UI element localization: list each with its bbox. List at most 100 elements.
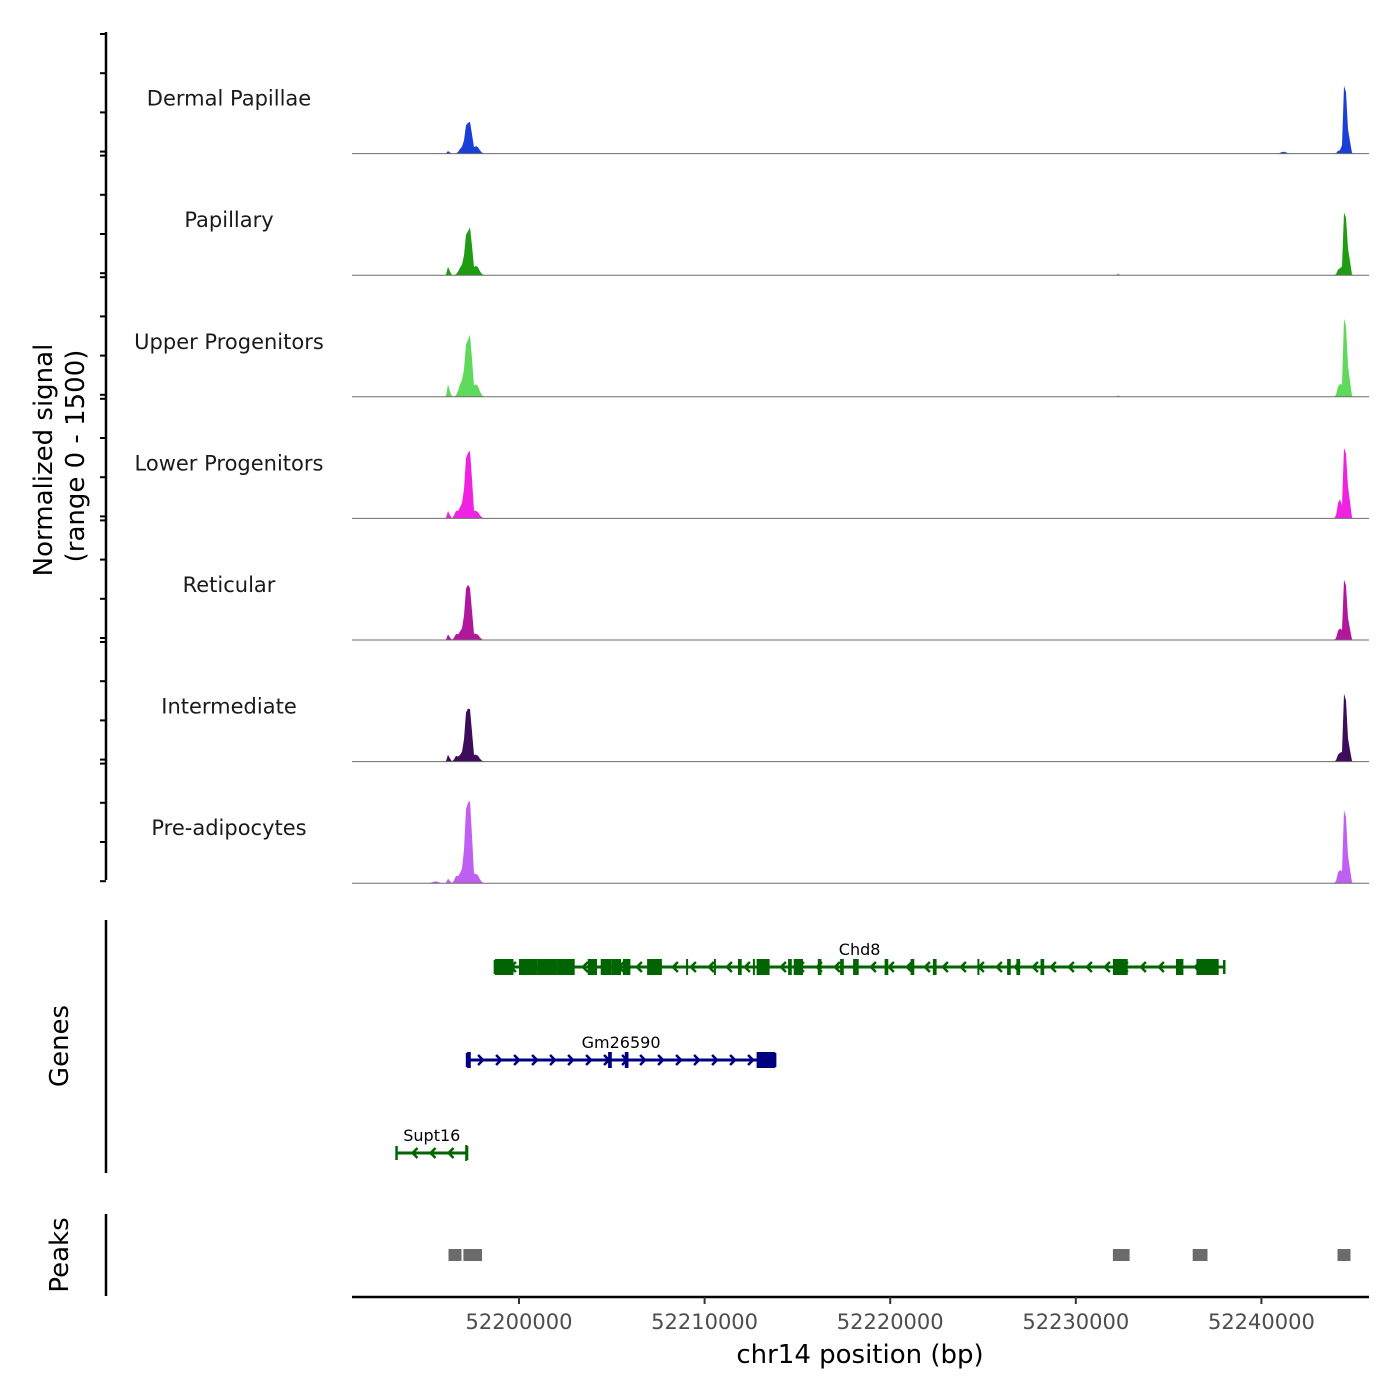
coverage-track: Lower Progenitors (135, 447, 1369, 519)
gene-model: Gm26590 (465, 1033, 777, 1068)
strand-arrow (707, 961, 715, 973)
gene-exon (686, 959, 689, 975)
strand-arrow (635, 961, 643, 973)
strand-arrow (1139, 961, 1147, 973)
coverage-signal-area (352, 447, 1369, 519)
strand-arrow (1067, 961, 1075, 973)
strand-arrow (725, 961, 733, 973)
gene-exon (793, 959, 803, 975)
track-label: Lower Progenitors (135, 451, 324, 475)
coverage-y-axis: Normalized signal (range 0 - 1500) (29, 32, 108, 883)
x-tick-label: 52210000 (651, 1310, 758, 1334)
gene-exon (1112, 959, 1124, 975)
peaks-ylabel: Peaks (45, 1217, 75, 1292)
coverage-signal-area (352, 212, 1369, 276)
strand-arrow (923, 961, 931, 973)
gene-exon (817, 959, 822, 975)
gene-exon (932, 959, 937, 975)
gene-exon (756, 959, 770, 975)
gene-exon (611, 959, 622, 975)
strand-arrow (1085, 961, 1093, 973)
peak-region (1337, 1249, 1351, 1261)
gene-exon (756, 1052, 776, 1068)
gene-exon (465, 1145, 468, 1161)
coverage-track: Dermal Papillae (147, 85, 1369, 155)
gene-model: Supt16 (395, 1126, 469, 1161)
strand-arrow (410, 1147, 419, 1159)
strand-arrow (747, 1054, 755, 1066)
track-label: Intermediate (161, 695, 297, 719)
peak-region (1112, 1249, 1130, 1261)
gene-exon (623, 959, 631, 975)
strand-arrow (689, 961, 697, 973)
coverage-track: Upper Progenitors (134, 318, 1369, 398)
strand-arrow (581, 961, 589, 973)
strand-arrow (905, 961, 913, 973)
gene-exon (977, 959, 980, 975)
strand-arrow (549, 1054, 557, 1066)
track-label: Reticular (183, 573, 276, 597)
gene-exon (608, 1052, 612, 1068)
genes-group: Chd8 Gm26590 Supt16 (395, 940, 1226, 1161)
strand-arrow (495, 1054, 503, 1066)
gene-exon (910, 959, 915, 975)
strand-arrow (531, 1054, 539, 1066)
gene-exon (624, 1052, 629, 1068)
peak-region (1192, 1249, 1208, 1261)
gene-exon (467, 1052, 471, 1068)
x-tick-label: 52200000 (466, 1310, 573, 1334)
genes-ylabel: Genes (45, 1005, 75, 1087)
strand-arrow (711, 1054, 719, 1066)
gene-exon (738, 959, 742, 975)
track-label: Papillary (184, 208, 273, 232)
track-label: Pre-adipocytes (151, 816, 306, 840)
peak-region (448, 1249, 462, 1261)
x-tick-label: 52240000 (1208, 1310, 1315, 1334)
strand-arrow (743, 961, 751, 973)
coverage-track: Reticular (183, 573, 1369, 641)
gene-exon (519, 959, 538, 975)
strand-arrow (887, 961, 895, 973)
gene-exon (1196, 959, 1219, 975)
strand-arrow (779, 961, 787, 973)
genes-panel: Genes Chd8 Gm26590 Supt16 (45, 920, 1226, 1173)
x-tick-label: 52230000 (1022, 1310, 1129, 1334)
gene-exon (1124, 959, 1128, 975)
gene-exon (840, 959, 844, 975)
strand-arrow (693, 1054, 701, 1066)
peaks-group (448, 1249, 1351, 1261)
coverage-signal-area (352, 693, 1369, 762)
gene-exon (1040, 959, 1045, 975)
coverage-signal-area (352, 318, 1369, 397)
gene-exon (600, 959, 612, 975)
strand-arrow (941, 961, 949, 973)
gene-name-label: Gm26590 (582, 1033, 661, 1052)
gene-exon (587, 959, 597, 975)
strand-arrow (477, 1054, 485, 1066)
gene-exon (494, 959, 514, 975)
track-label: Dermal Papillae (147, 87, 311, 111)
gene-name-label: Chd8 (839, 940, 881, 959)
strand-arrow (1103, 961, 1111, 973)
strand-arrow (567, 1054, 575, 1066)
strand-arrow (833, 961, 841, 973)
gene-exon (647, 959, 662, 975)
coverage-ylabel-line1: Normalized signal (29, 344, 59, 577)
gene-name-label: Supt16 (403, 1126, 460, 1145)
peaks-panel: Peaks (45, 1214, 1351, 1296)
strand-arrow (729, 1054, 737, 1066)
gene-model: Chd8 (493, 940, 1226, 975)
coverage-track: Intermediate (161, 693, 1369, 763)
coverage-signal-area (352, 800, 1369, 884)
strand-arrow (995, 961, 1003, 973)
gene-exon (1176, 959, 1184, 975)
coverage-signal-area (352, 579, 1369, 640)
x-axis-title: chr14 position (bp) (736, 1340, 983, 1370)
strand-arrow (959, 961, 967, 973)
strand-arrow (675, 1054, 683, 1066)
coverage-panel: Dermal Papillae Papillary Upper Progenitor… (134, 85, 1369, 884)
x-ticks: 52200000 52210000 52220000 52230000 52240000 (466, 1297, 1315, 1334)
peak-region (463, 1249, 482, 1261)
strand-arrow (639, 1054, 647, 1066)
